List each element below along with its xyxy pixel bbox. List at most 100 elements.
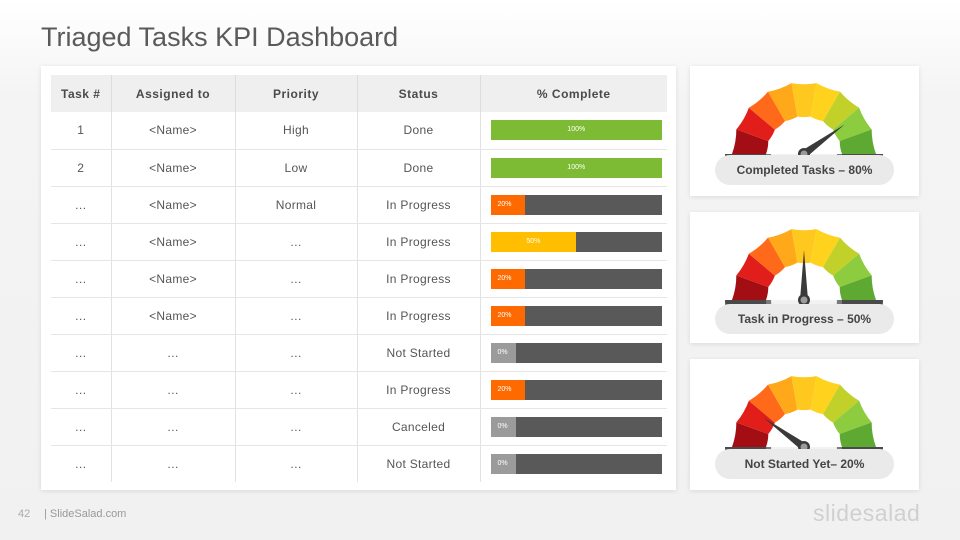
gauge-segment <box>839 422 876 447</box>
gauge-not-started <box>725 376 883 459</box>
gauge-segment <box>748 91 785 130</box>
task-table-card: Task # Assigned to Priority Status % Com… <box>41 66 676 490</box>
progress-bar: 50% <box>490 231 662 252</box>
progress-bar: 0% <box>490 453 662 474</box>
priority-cell: … <box>234 408 357 446</box>
gauge-segment <box>823 237 860 276</box>
task-number-cell: … <box>51 408 111 446</box>
progress-bar-label: 100% <box>567 163 586 171</box>
column-header-complete: % Complete <box>479 75 667 112</box>
footer-site-link[interactable]: | SlideSalad.com <box>44 508 127 520</box>
progress-bar-label: 20% <box>497 200 512 208</box>
progress-bar-label: 20% <box>497 274 512 282</box>
priority-cell: … <box>234 260 357 298</box>
table-row: 1 <Name> High Done 100% <box>51 112 667 150</box>
column-header-priority: Priority <box>234 75 357 112</box>
page-number: 42 <box>18 508 31 520</box>
assigned-to-cell: … <box>110 371 235 409</box>
status-cell: In Progress <box>356 297 480 335</box>
progress-bar: 20% <box>490 305 662 326</box>
table-header-row: Task # Assigned to Priority Status % Com… <box>51 75 667 112</box>
progress-bar-fill <box>490 305 525 326</box>
progress-bar-fill <box>490 453 517 474</box>
gauge-needle <box>763 417 807 451</box>
priority-cell: Low <box>234 149 357 187</box>
table-row: ……… Not Started 0% <box>51 334 667 372</box>
table-row: … <Name> Normal In Progress 20% <box>51 186 667 224</box>
column-header-status: Status <box>356 75 480 112</box>
progress-bar-label: 0% <box>497 459 508 467</box>
percent-complete-cell: 20% <box>479 260 667 298</box>
table-row: 2 <Name> Low Done 100% <box>51 149 667 187</box>
gauge-label-completed: Completed Tasks – 80% <box>715 155 894 185</box>
status-cell: In Progress <box>356 223 480 261</box>
gauge-segment <box>768 83 798 122</box>
task-number-cell: 1 <box>51 112 111 150</box>
task-number-cell: … <box>51 371 111 409</box>
percent-complete-cell: 20% <box>479 371 667 409</box>
task-number-cell: … <box>51 297 111 335</box>
percent-complete-cell: 100% <box>479 112 667 150</box>
gauge-segment <box>833 253 872 288</box>
assigned-to-cell: <Name> <box>110 260 235 298</box>
assigned-to-cell: <Name> <box>110 297 235 335</box>
gauge-segment <box>823 91 860 130</box>
gauge-card-in-progress: Task in Progress – 50% <box>690 212 919 343</box>
priority-cell: … <box>234 297 357 335</box>
gauge-segment <box>839 129 876 154</box>
gauge-segment <box>791 83 817 118</box>
gauge-segment <box>810 83 840 122</box>
gauge-card-completed: Completed Tasks – 80% <box>690 66 919 196</box>
progress-bar: 20% <box>490 379 662 400</box>
progress-bar-label: 0% <box>497 422 508 430</box>
gauge-needle-cap <box>800 296 808 304</box>
task-number-cell: … <box>51 260 111 298</box>
status-cell: In Progress <box>356 371 480 409</box>
percent-complete-cell: 100% <box>479 149 667 187</box>
table-row: … <Name>… In Progress 20% <box>51 297 667 335</box>
task-number-cell: … <box>51 334 111 372</box>
assigned-to-cell: <Name> <box>110 149 235 187</box>
progress-bar-fill <box>490 120 662 141</box>
gauge-segment <box>833 107 872 142</box>
priority-cell: … <box>234 371 357 409</box>
gauge-completed <box>725 83 883 166</box>
brand-logo: slidesalad <box>813 500 921 526</box>
progress-bar-label: 0% <box>497 348 508 356</box>
gauge-label-in-progress: Task in Progress – 50% <box>715 304 894 334</box>
table-row: ……… In Progress 20% <box>51 371 667 409</box>
priority-cell: Normal <box>234 186 357 224</box>
table-row: ……… Canceled 0% <box>51 408 667 446</box>
status-cell: Done <box>356 149 480 187</box>
gauge-needle <box>800 250 808 300</box>
task-number-cell: … <box>74 456 87 471</box>
progress-bar-label: 20% <box>497 311 512 319</box>
status-cell: Done <box>356 112 480 150</box>
gauge-segment <box>736 400 775 435</box>
table-row: ……… Not Started 0% <box>51 445 667 482</box>
progress-bar-fill <box>490 157 662 178</box>
priority-cell: … <box>234 445 357 482</box>
gauge-segment <box>810 376 840 415</box>
priority-cell: … <box>234 334 357 372</box>
task-number-cell: … <box>51 223 111 261</box>
assigned-to-cell: <Name> <box>110 186 235 224</box>
gauge-segment <box>768 376 798 415</box>
gauge-segment <box>736 253 775 288</box>
status-cell: In Progress <box>356 186 480 224</box>
task-number-cell: 2 <box>51 149 111 187</box>
percent-complete-cell: 0% <box>479 334 667 372</box>
progress-bar-fill <box>490 342 517 363</box>
progress-bar-label: 100% <box>567 126 586 134</box>
progress-bar: 0% <box>490 342 662 363</box>
gauge-segment <box>732 129 769 154</box>
gauge-segment <box>810 229 840 268</box>
assigned-to-cell: … <box>110 408 235 446</box>
gauge-segment <box>791 376 817 411</box>
percent-complete-cell: 20% <box>479 186 667 224</box>
gauge-label-not-started: Not Started Yet– 20% <box>715 449 894 479</box>
assigned-to-cell: … <box>110 334 235 372</box>
progress-bar-fill <box>490 268 525 289</box>
gauge-needle-cap <box>800 443 808 451</box>
progress-bar-fill <box>490 231 577 252</box>
